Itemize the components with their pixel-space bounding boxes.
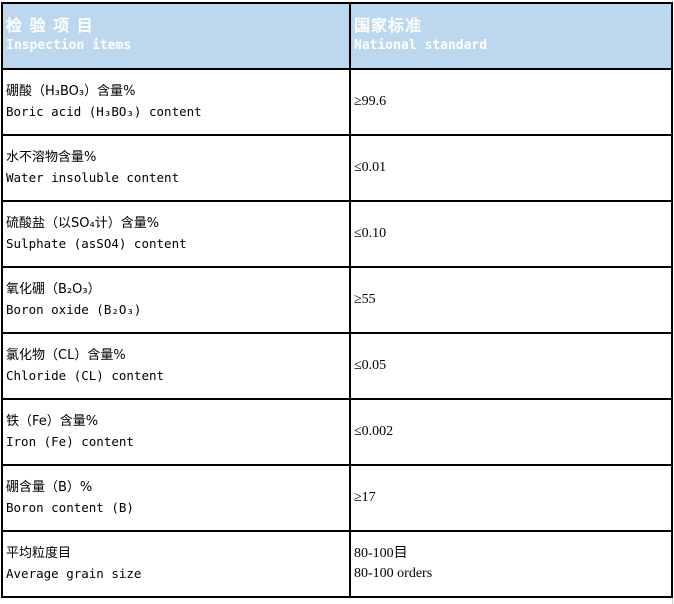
header-item-en: Inspection items [6, 38, 132, 53]
table-row: 平均粒度目 Average grain size 80-100目 80-100 … [1, 530, 673, 598]
table-row: 铁（Fe）含量% Iron (Fe) content ≤0.002 [1, 398, 673, 466]
header-national-standard: 国家标准 National standard [349, 2, 673, 70]
item-name-zh: 硼酸（H₃BO₃）含量% [6, 84, 136, 99]
standard-value: ≥55 [354, 292, 376, 307]
table-row: 氯化物（CL）含量% Chloride (CL) content ≤0.05 [1, 332, 673, 400]
standard-value-cell: ≤0.002 [349, 398, 673, 466]
item-name-en: Iron (Fe) content [6, 434, 134, 449]
item-name-en: Average grain size [6, 566, 142, 581]
standard-value-cell: ≥17 [349, 464, 673, 532]
item-name-zh: 水不溶物含量% [6, 150, 97, 165]
header-std-en: National standard [354, 38, 488, 53]
table-row: 硼含量（B）% Boron content (B) ≥17 [1, 464, 673, 532]
inspection-item-cell: 平均粒度目 Average grain size [1, 530, 351, 598]
standard-value: 80-100目 [354, 546, 408, 561]
item-name-zh: 氯化物（CL）含量% [6, 348, 126, 363]
item-name-en: Boron content (B) [6, 500, 134, 515]
item-name-en: Water insoluble content [6, 170, 180, 185]
item-name-zh: 硼含量（B）% [6, 480, 93, 495]
standard-value-cell: ≤0.10 [349, 200, 673, 268]
table-row: 硼酸（H₃BO₃）含量% Boric acid (H₃BO₃) content … [1, 68, 673, 136]
inspection-item-cell: 铁（Fe）含量% Iron (Fe) content [1, 398, 351, 466]
item-name-en: Boric acid (H₃BO₃) content [6, 104, 202, 119]
table-row: 硫酸盐（以SO₄计）含量% Sulphate (asSO4) content ≤… [1, 200, 673, 268]
standard-value: ≤0.002 [354, 424, 394, 439]
inspection-item-cell: 氧化硼（B₂O₃） Boron oxide (B₂O₃) [1, 266, 351, 334]
table-row: 氧化硼（B₂O₃） Boron oxide (B₂O₃) ≥55 [1, 266, 673, 334]
standard-value-cell: ≤0.01 [349, 134, 673, 202]
standard-value-cell: 80-100目 80-100 orders [349, 530, 673, 598]
inspection-item-cell: 水不溶物含量% Water insoluble content [1, 134, 351, 202]
table-header-row: 检 验 项 目 Inspection items 国家标准 National s… [1, 2, 673, 70]
item-name-zh: 铁（Fe）含量% [6, 414, 99, 429]
standard-value: ≤0.01 [354, 160, 387, 175]
standard-value: ≤0.10 [354, 226, 387, 241]
standard-value: ≥99.6 [354, 94, 387, 109]
item-name-en: Boron oxide (B₂O₃) [6, 302, 142, 317]
item-name-en: Chloride (CL) content [6, 368, 165, 383]
header-std-zh: 国家标准 [354, 16, 423, 35]
spreadsheet-gridline [672, 0, 674, 604]
inspection-item-cell: 硼酸（H₃BO₃）含量% Boric acid (H₃BO₃) content [1, 68, 351, 136]
table-row: 水不溶物含量% Water insoluble content ≤0.01 [1, 134, 673, 202]
standard-value-cell: ≥99.6 [349, 68, 673, 136]
inspection-item-cell: 硫酸盐（以SO₄计）含量% Sulphate (asSO4) content [1, 200, 351, 268]
inspection-item-cell: 氯化物（CL）含量% Chloride (CL) content [1, 332, 351, 400]
standard-value-en: 80-100 orders [354, 566, 433, 581]
item-name-zh: 平均粒度目 [6, 546, 72, 561]
standard-value-cell: ≤0.05 [349, 332, 673, 400]
header-item-zh: 检 验 项 目 [6, 16, 94, 35]
standard-value-cell: ≥55 [349, 266, 673, 334]
standard-value: ≥17 [354, 490, 376, 505]
standard-value: ≤0.05 [354, 358, 387, 373]
item-name-en: Sulphate (asSO4) content [6, 236, 187, 251]
inspection-item-cell: 硼含量（B）% Boron content (B) [1, 464, 351, 532]
item-name-zh: 硫酸盐（以SO₄计）含量% [6, 216, 160, 231]
header-inspection-items: 检 验 项 目 Inspection items [1, 2, 351, 70]
item-name-zh: 氧化硼（B₂O₃） [6, 282, 101, 297]
